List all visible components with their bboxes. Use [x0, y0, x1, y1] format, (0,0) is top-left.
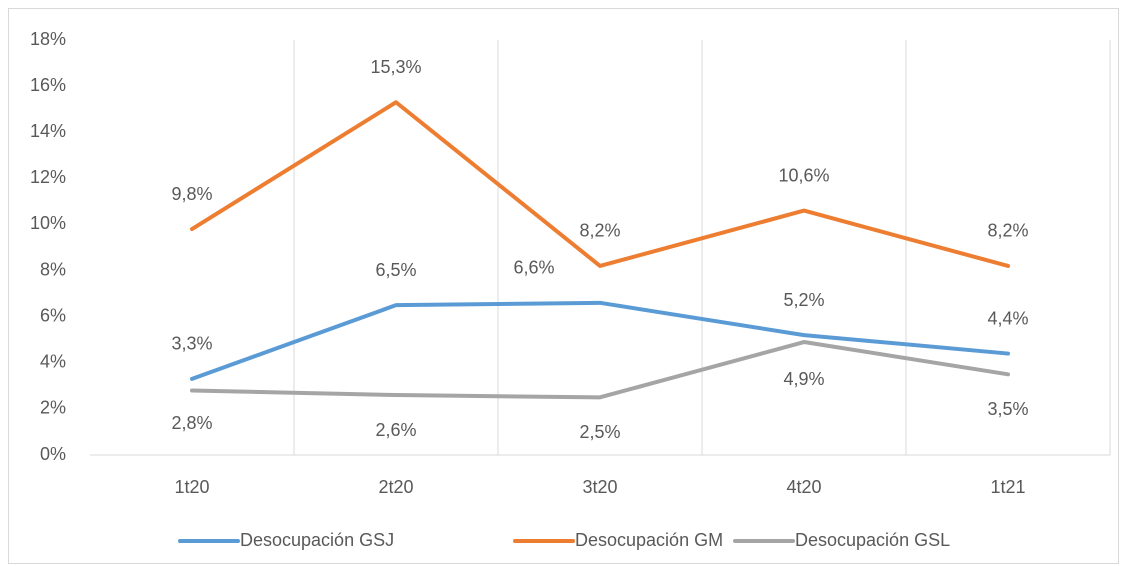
y-tick-label: 10% [30, 213, 66, 233]
data-label: 3,3% [171, 334, 212, 354]
y-tick-label: 6% [40, 305, 66, 325]
y-tick-label: 8% [40, 259, 66, 279]
data-label: 2,6% [375, 420, 416, 440]
legend-label: Desocupación GSJ [240, 530, 394, 550]
legend-label: Desocupación GM [575, 530, 723, 550]
y-tick-label: 0% [40, 444, 66, 464]
y-tick-label: 2% [40, 398, 66, 418]
data-label: 6,5% [375, 260, 416, 280]
data-label: 8,2% [987, 221, 1028, 241]
data-label: 9,8% [171, 184, 212, 204]
data-label: 2,5% [579, 422, 620, 442]
x-tick-label: 3t20 [582, 477, 617, 497]
data-label: 5,2% [783, 290, 824, 310]
data-label: 15,3% [370, 57, 421, 77]
x-tick-label: 1t20 [174, 477, 209, 497]
x-tick-label: 1t21 [990, 477, 1025, 497]
y-tick-label: 4% [40, 352, 66, 372]
legend-label: Desocupación GSL [795, 530, 950, 550]
data-label: 4,4% [987, 308, 1028, 328]
data-label: 10,6% [778, 165, 829, 185]
chart-frame [8, 8, 1119, 564]
data-label: 4,9% [783, 369, 824, 389]
series-line [190, 340, 1010, 400]
y-tick-label: 16% [30, 75, 66, 95]
data-label: 3,5% [987, 399, 1028, 419]
y-tick-label: 12% [30, 167, 66, 187]
y-tick-label: 18% [30, 29, 66, 49]
series-line [190, 300, 1010, 381]
x-tick-label: 4t20 [786, 477, 821, 497]
data-label: 8,2% [579, 221, 620, 241]
data-label: 6,6% [513, 258, 554, 278]
x-tick-label: 2t20 [378, 477, 413, 497]
data-label: 2,8% [171, 413, 212, 433]
series-line [190, 100, 1010, 268]
y-tick-label: 14% [30, 121, 66, 141]
